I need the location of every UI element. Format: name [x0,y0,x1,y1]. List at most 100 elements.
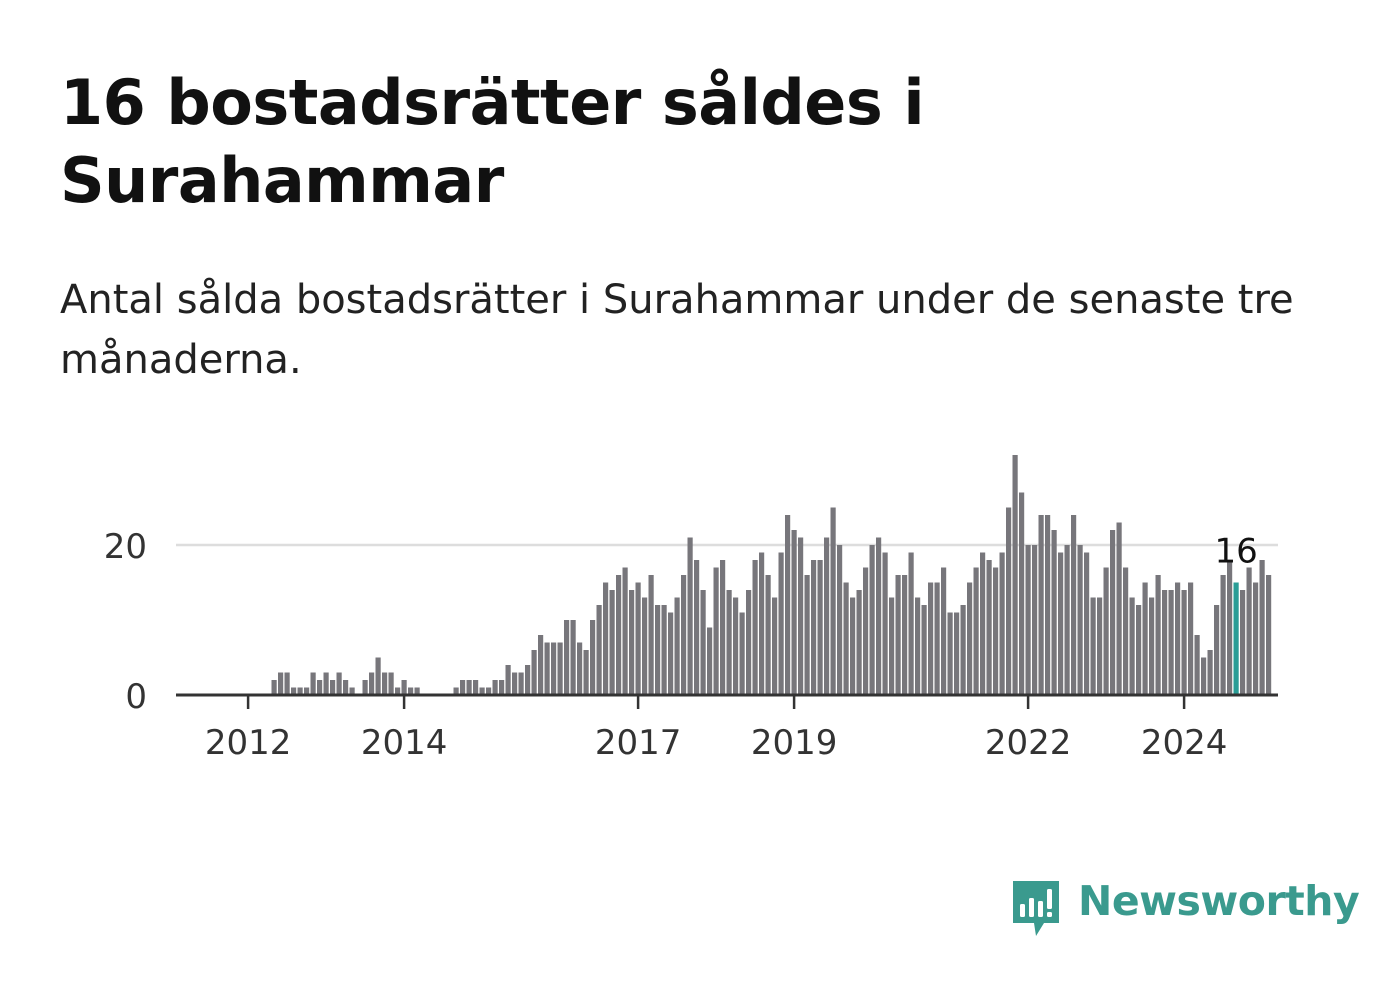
bar [778,552,784,695]
bar [726,590,732,695]
bar [915,597,921,695]
bar [544,642,550,695]
brand-logo: Newsworthy [1010,877,1360,940]
bar [863,567,869,695]
bar [1019,492,1025,695]
bar [1097,597,1103,695]
bar [330,680,336,695]
bar [382,672,388,695]
bar [616,575,622,695]
bar [1025,545,1031,695]
bar [889,597,895,695]
bar [941,567,947,695]
bar [869,545,875,695]
bar [843,582,849,695]
bar [993,567,999,695]
bar [986,560,992,695]
bar [661,605,667,695]
bar [1214,605,1220,695]
bar [791,530,797,695]
bar [1142,582,1148,695]
bar [681,575,687,695]
bar [746,590,752,695]
bar [1162,590,1168,695]
bar [479,687,485,695]
bar [583,650,589,695]
bar [1051,530,1057,695]
highlight-data-label: 16 [1214,532,1257,572]
bar [824,537,830,695]
bar [473,680,479,695]
bar [1058,552,1064,695]
bar [642,597,648,695]
x-tick-label-2024: 2024 [1141,723,1228,763]
bar [707,627,713,695]
bar [590,620,596,695]
bar [1149,597,1155,695]
bar [1207,650,1213,695]
bar [694,560,700,695]
bar [460,680,466,695]
bar [954,612,960,695]
bar [1175,582,1181,695]
bar [973,567,979,695]
bar [486,687,492,695]
bar [414,687,420,695]
x-tick-label-2012: 2012 [205,723,292,763]
bar [629,590,635,695]
bar [577,642,583,695]
bar [752,560,758,695]
bar [856,590,862,695]
bar [1032,545,1038,695]
bar [648,575,654,695]
bar [453,687,459,695]
bar [603,582,609,695]
bar [1253,582,1259,695]
bar [291,687,297,695]
bar [1006,507,1012,695]
bar [1064,545,1070,695]
chart-subtitle: Antal sålda bostadsrätter i Surahammar u… [60,277,1294,383]
bar [1103,567,1109,695]
bar [687,537,693,695]
bar [375,657,381,695]
bar [518,672,524,695]
bar [921,605,927,695]
bar [674,597,680,695]
y-tick-label-0: 0 [125,677,147,717]
bar [310,672,316,695]
bar [1155,575,1161,695]
bar [596,605,602,695]
bar [713,567,719,695]
bar [336,672,342,695]
bar [278,672,284,695]
bar [401,680,407,695]
chart-title: 16 bostadsrätter såldes i Surahammar [60,66,925,217]
bar [1220,575,1226,695]
bar [668,612,674,695]
x-tick-label-2017: 2017 [595,723,682,763]
bar [1259,560,1265,695]
bar [811,560,817,695]
bar [1129,597,1135,695]
bar [928,582,934,695]
bar [759,552,765,695]
bar [362,680,368,695]
newsworthy-logo-icon [1013,881,1059,936]
bar [317,680,323,695]
bar [804,575,810,695]
bar [798,537,804,695]
bar [1077,545,1083,695]
bar [499,680,505,695]
bar [895,575,901,695]
bar [700,590,706,695]
bar [369,672,375,695]
bar [388,672,394,695]
bar [538,635,544,695]
bar [531,650,537,695]
bar [525,665,531,695]
x-tick-label-2022: 2022 [985,723,1072,763]
bar [1188,582,1194,695]
bar [772,597,778,695]
bar [609,590,615,695]
